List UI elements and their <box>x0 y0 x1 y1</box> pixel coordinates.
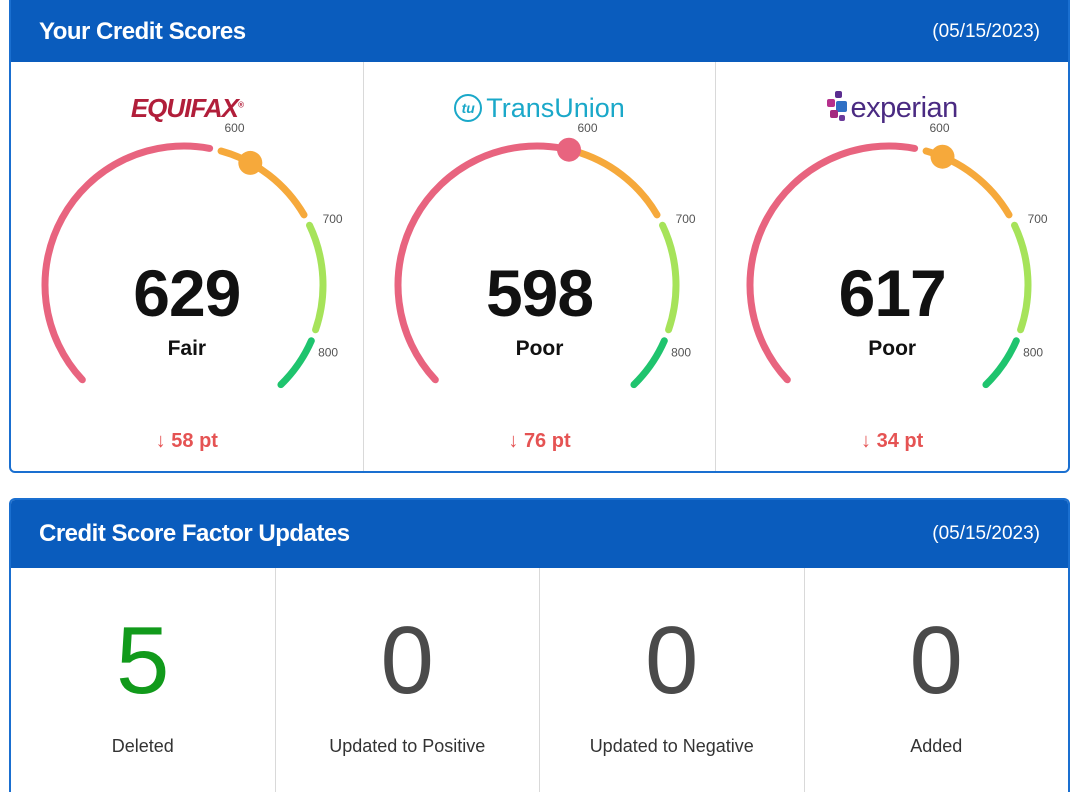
bureau-card-equifax[interactable]: EQUIFAX® 600 700 800 629 Fair ↓ 58 pt <box>11 62 363 471</box>
credit-scores-title: Your Credit Scores <box>39 18 246 45</box>
factor-deleted[interactable]: 5 Deleted <box>11 568 275 792</box>
factor-count: 5 <box>116 607 170 714</box>
gauge-tick-label: 600 <box>224 121 244 135</box>
score-change: ↓ 58 pt <box>155 430 218 452</box>
down-arrow-icon: ↓ <box>155 430 166 452</box>
gauge-segment <box>570 147 661 219</box>
factor-label: Updated to Positive <box>329 736 486 756</box>
gauge-marker <box>930 144 955 169</box>
factor-added[interactable]: 0 Added <box>803 568 1069 792</box>
factor-label: Deleted <box>111 736 174 756</box>
score-change: ↓ 76 pt <box>508 430 571 452</box>
equifax-logo: EQUIFAX® <box>130 92 244 123</box>
gauge-tick-label: 600 <box>577 121 597 135</box>
factor-count: 0 <box>909 607 963 714</box>
gauge-tick-label: 700 <box>323 212 343 226</box>
score-rating: Fair <box>167 337 207 360</box>
gauge-segment <box>277 337 315 389</box>
credit-scores-date: (05/15/2023) <box>932 21 1040 42</box>
bureau-card-transunion[interactable]: tu TransUnion 600 700 800 598 Poor ↓ 76 pt <box>362 62 716 471</box>
down-arrow-icon: ↓ <box>508 430 519 452</box>
score-gauge: 600 700 800 <box>746 121 1048 389</box>
gauge-segment <box>630 337 668 389</box>
score-gauge: 600 700 800 <box>41 121 343 389</box>
credit-scores-panel: Your Credit Scores (05/15/2023) EQUIFAX®… <box>9 0 1070 473</box>
gauge-segment <box>746 142 919 384</box>
factor-updates-date: (05/15/2023) <box>932 523 1040 544</box>
gauge-marker <box>238 150 263 175</box>
gauge-tick-label: 600 <box>930 121 950 135</box>
score-gauge: 600 700 800 <box>394 121 696 389</box>
gauge-segment <box>1011 221 1032 334</box>
score-rating: Poor <box>515 337 564 360</box>
factor-count: 0 <box>380 607 434 714</box>
gauge-segment <box>217 147 308 219</box>
gauge-marker <box>556 137 581 162</box>
gauge-tick-label: 700 <box>675 212 695 226</box>
factor-label: Updated to Negative <box>589 736 754 756</box>
gauge-segment <box>306 221 327 334</box>
factor-updates-panel: Credit Score Factor Updates (05/15/2023)… <box>9 498 1070 792</box>
score-rating: Poor <box>868 337 917 360</box>
score-value: 629 <box>133 256 241 330</box>
experian-logo: experian <box>716 90 1068 126</box>
gauge-tick-label: 800 <box>671 346 691 360</box>
score-value: 598 <box>485 256 594 330</box>
gauge-tick-label: 800 <box>318 346 338 360</box>
credit-scores-header: Your Credit Scores (05/15/2023) <box>11 0 1068 62</box>
factor-updates-header: Credit Score Factor Updates (05/15/2023) <box>11 500 1068 568</box>
score-value: 617 <box>838 256 947 330</box>
gauge-tick-label: 800 <box>1023 346 1043 360</box>
down-arrow-icon: ↓ <box>861 430 872 452</box>
factor-updated-negative[interactable]: 0 Updated to Negative <box>539 568 804 792</box>
factor-updated-positive[interactable]: 0 Updated to Positive <box>274 568 540 792</box>
factor-label: Added <box>910 736 963 756</box>
factor-updates-title: Credit Score Factor Updates <box>39 520 350 547</box>
score-change: ↓ 34 pt <box>861 430 924 452</box>
gauge-segment <box>658 221 680 334</box>
bureau-card-experian[interactable]: experian 600 700 800 617 Poor ↓ 34 pt <box>715 62 1068 471</box>
gauge-tick-label: 700 <box>1028 212 1048 226</box>
gauge-segment <box>394 142 566 384</box>
transunion-logo: tu TransUnion <box>364 90 716 126</box>
factor-count: 0 <box>645 607 699 714</box>
gauge-segment <box>41 142 214 384</box>
gauge-segment <box>982 337 1021 389</box>
